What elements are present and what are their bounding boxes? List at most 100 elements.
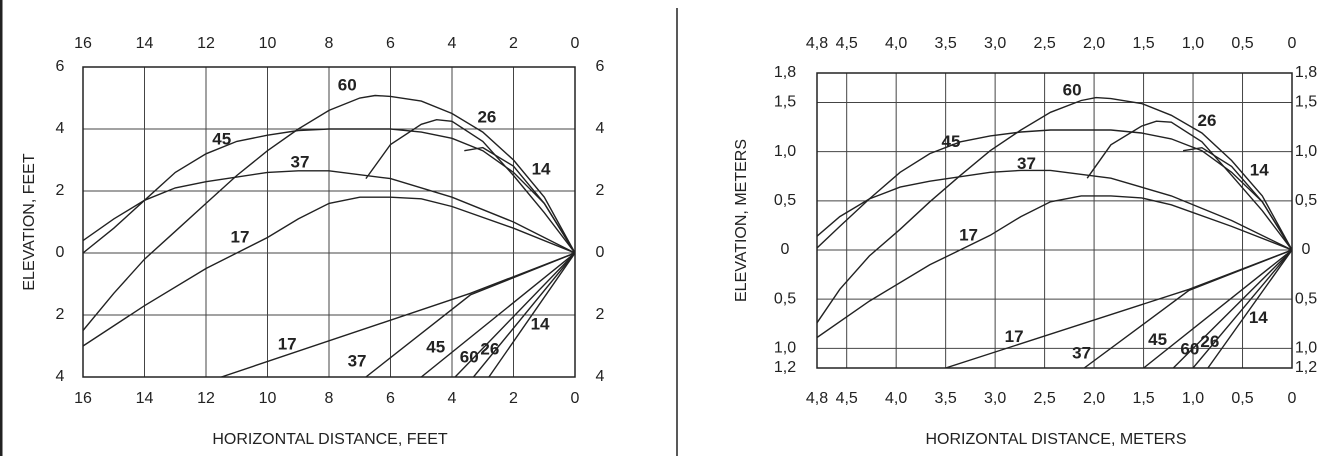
curve-label: 45: [212, 129, 231, 148]
curve-label: 45: [1148, 330, 1167, 349]
y-tick-label: 0: [56, 244, 65, 261]
x-tick-label-top: 8: [325, 35, 334, 52]
y-tick-label-right: 4: [596, 368, 605, 385]
x-tick-label: 2,0: [1083, 390, 1105, 407]
x-tick-label: 4,5: [836, 390, 858, 407]
x-tick-label-top: 1,5: [1132, 35, 1154, 52]
y-tick-label-right: 1,0: [1295, 143, 1317, 160]
curve: [1182, 146, 1292, 251]
curve: [83, 128, 575, 254]
x-tick-label-top: 2: [509, 35, 518, 52]
curve-label: 60: [1180, 339, 1199, 358]
y-tick-label-right: 1,0: [1295, 340, 1317, 357]
curve: [83, 196, 575, 347]
x-tick-label: 16: [74, 390, 92, 407]
x-tick-label-top: 4,5: [836, 35, 858, 52]
x-tick-label: 2: [509, 390, 518, 407]
x-tick-label-top: 3,5: [935, 35, 957, 52]
x-tick-label-top: 0,5: [1231, 35, 1253, 52]
y-tick-label: 2: [56, 306, 65, 323]
curve-label: 17: [230, 228, 249, 247]
x-tick-label-top: 6: [386, 35, 395, 52]
x-tick-label: 0: [1288, 390, 1297, 407]
curve-label: 26: [477, 108, 496, 127]
x-tick-label-top: 4: [448, 35, 457, 52]
x-tick-label: 6: [386, 390, 395, 407]
curve-label: 37: [1072, 343, 1091, 362]
curve-label: 14: [532, 159, 551, 178]
y-tick-label-right: 2: [596, 182, 605, 199]
curve-label: 17: [278, 335, 297, 354]
x-tick-label: 4,0: [885, 390, 907, 407]
y-tick-label-right: 1,8: [1295, 64, 1317, 81]
y-tick-label-right: 2: [596, 306, 605, 323]
y-tick-label-right: 0,5: [1295, 290, 1317, 307]
curve: [817, 169, 1292, 251]
x-tick-label-top: 12: [197, 35, 215, 52]
left-edge: [0, 0, 3, 456]
x-tick-label-top: 4,8: [806, 35, 828, 52]
x-axis-title: HORIZONTAL DISTANCE, METERS: [925, 431, 1186, 448]
x-tick-label-top: 0: [1288, 35, 1297, 52]
curve-label: 37: [291, 153, 310, 172]
x-tick-label-top: 10: [259, 35, 277, 52]
curve: [83, 170, 575, 254]
y-tick-label: 6: [56, 58, 65, 75]
curve: [365, 252, 575, 377]
curve: [1086, 120, 1292, 251]
x-tick-label-top: 2,5: [1033, 35, 1055, 52]
curve: [1083, 249, 1292, 368]
chart: 4,8 4,8 4,5 4,5 4,0 4,0 3,5 3,5 3,0 3,0 2,5 2,5 2,0 2…: [733, 35, 1317, 448]
x-tick-label: 4: [448, 390, 457, 407]
x-tick-label: 4,8: [806, 390, 828, 407]
curve: [83, 94, 575, 331]
x-tick-label-top: 16: [74, 35, 92, 52]
x-tick-label: 0,5: [1231, 390, 1253, 407]
y-tick-label: 1,8: [774, 64, 796, 81]
x-tick-label-top: 14: [136, 35, 154, 52]
curve: [1172, 249, 1292, 368]
x-tick-label: 10: [259, 390, 277, 407]
curve-label: 37: [1017, 154, 1036, 173]
y-axis-title: ELEVATION, FEET: [21, 153, 38, 290]
y-tick-label-right: 1,2: [1295, 359, 1317, 376]
curve: [945, 249, 1292, 368]
curves: [817, 96, 1292, 368]
curve-label: 14: [531, 314, 550, 333]
x-tick-label: 8: [325, 390, 334, 407]
x-tick-label: 12: [197, 390, 215, 407]
y-tick-label: 0,5: [774, 192, 796, 209]
plot-frame: [816, 72, 1293, 369]
x-tick-label: 2,5: [1033, 390, 1055, 407]
x-tick-label: 1,0: [1182, 390, 1204, 407]
x-tick-label: 3,5: [935, 390, 957, 407]
x-tick-label-top: 2,0: [1083, 35, 1105, 52]
curve-label: 14: [1249, 308, 1268, 327]
y-tick-label-right: 1,5: [1295, 94, 1317, 111]
y-tick-label-right: 0: [596, 244, 605, 261]
curve: [1207, 249, 1292, 368]
y-tick-label-right: 0: [1302, 241, 1311, 258]
curve: [817, 96, 1292, 324]
curve-label: 17: [1005, 327, 1024, 346]
x-tick-label-top: 1,0: [1182, 35, 1204, 52]
curve: [1143, 249, 1292, 368]
y-tick-label-right: 0,5: [1295, 192, 1317, 209]
curve: [365, 118, 575, 254]
curve: [464, 146, 575, 254]
y-tick-label: 4: [56, 368, 65, 385]
x-tick-label: 0: [571, 390, 580, 407]
x-tick-label: 14: [136, 390, 154, 407]
curve: [488, 252, 575, 377]
x-tick-label: 1,5: [1132, 390, 1154, 407]
curves: [83, 94, 575, 377]
y-axis-title: ELEVATION, METERS: [733, 139, 750, 302]
y-tick-label: 1,0: [774, 143, 796, 160]
curve: [1192, 249, 1292, 368]
y-tick-label: 4: [56, 120, 65, 137]
curve-label: 60: [338, 75, 357, 94]
x-tick-label-top: 4,0: [885, 35, 907, 52]
y-tick-label: 0,5: [774, 290, 796, 307]
